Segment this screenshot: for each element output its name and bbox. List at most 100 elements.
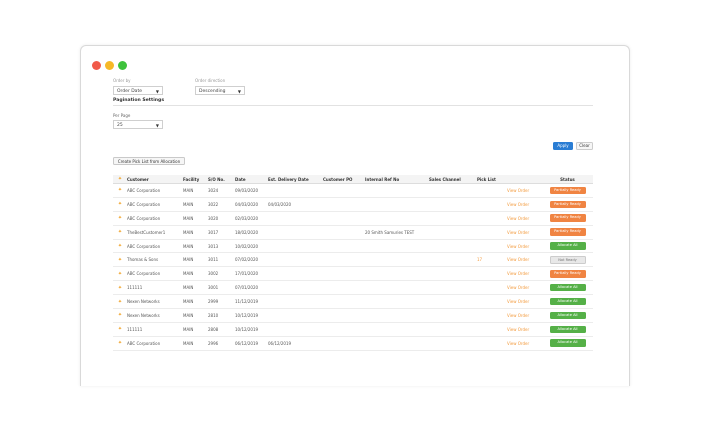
column-header-internal-ref[interactable]: Internal Ref No — [365, 175, 429, 184]
column-header-pick-list[interactable]: Pick List — [477, 175, 507, 184]
table-row[interactable]: ✦ Nexen Networks MAIN 2810 10/12/2019 View Or… — [113, 308, 593, 323]
cell-status: Partially Ready — [542, 211, 593, 226]
cell-customer: ABC Corporation — [127, 197, 183, 212]
cell-status: Not Ready — [542, 252, 593, 268]
order-direction-label: Order direction — [195, 78, 226, 83]
status-button[interactable]: Partially Ready — [549, 214, 586, 222]
column-header-sales-channel[interactable]: Sales Channel — [429, 175, 477, 184]
status-button[interactable]: Not Ready — [549, 256, 586, 264]
expand-star-icon[interactable]: ✦ — [113, 294, 127, 310]
cell-date: 18/02/2020 — [235, 225, 268, 240]
table-row[interactable]: ✦ 111111 MAIN 2808 10/12/2019 View Order Alloc… — [113, 322, 593, 337]
view-order-link[interactable]: View Order — [507, 211, 542, 226]
view-order-link[interactable]: View Order — [507, 225, 542, 240]
table-row[interactable]: ✦ ABC Corporation MAIN 3022 04/03/2020 04/03/… — [113, 197, 593, 212]
close-window-icon[interactable] — [92, 61, 101, 70]
view-order-link[interactable]: View Order — [507, 266, 542, 282]
table-row[interactable]: ✦ ABC Corporation MAIN 2996 06/12/2019 06/12/… — [113, 336, 593, 351]
cell-customer-po — [323, 252, 365, 268]
cell-so-no: 3013 — [208, 239, 235, 254]
clear-button[interactable]: Clear — [576, 142, 593, 150]
expand-star-icon[interactable]: ✦ — [113, 211, 127, 226]
expand-star-icon[interactable]: ✦ — [113, 183, 127, 198]
cell-pick-list[interactable] — [477, 197, 507, 212]
status-button[interactable]: Allocate All — [549, 283, 586, 292]
cell-customer-po — [323, 183, 365, 198]
cell-so-no: 2996 — [208, 336, 235, 351]
cell-pick-list[interactable] — [477, 280, 507, 296]
expand-star-icon[interactable]: ✦ — [113, 280, 127, 296]
view-order-link[interactable]: View Order — [507, 308, 542, 323]
column-header-customer-po[interactable]: Customer PO — [323, 175, 365, 184]
cell-pick-list[interactable] — [477, 225, 507, 240]
cell-pick-list[interactable] — [477, 322, 507, 337]
view-order-link[interactable]: View Order — [507, 336, 542, 351]
cell-est-delivery — [268, 225, 323, 240]
cell-pick-list[interactable] — [477, 183, 507, 198]
view-order-link[interactable]: View Order — [507, 239, 542, 254]
cell-pick-list[interactable] — [477, 294, 507, 310]
status-button[interactable]: Allocate All — [549, 297, 586, 306]
maximize-window-icon[interactable] — [118, 61, 127, 70]
view-order-link[interactable]: View Order — [507, 183, 542, 198]
table-row[interactable]: ✦ ABC Corporation MAIN 3024 09/03/2020 View O… — [113, 183, 593, 198]
cell-facility: MAIN — [183, 308, 208, 323]
expand-star-icon[interactable]: ✦ — [113, 336, 127, 351]
cell-pick-list[interactable] — [477, 336, 507, 351]
cell-internal-ref — [365, 322, 429, 337]
cell-status: Allocate All — [542, 336, 593, 351]
column-header-date[interactable]: Date — [235, 175, 268, 184]
cell-sales-channel — [429, 308, 477, 323]
cell-pick-list[interactable] — [477, 239, 507, 254]
view-order-link[interactable]: View Order — [507, 280, 542, 296]
table-row[interactable]: ✦ 111111 MAIN 3001 07/01/2020 View Order Alloc… — [113, 280, 593, 296]
cell-pick-list[interactable] — [477, 211, 507, 226]
expand-star-icon[interactable]: ✦ — [113, 322, 127, 337]
column-header-customer[interactable]: Customer — [127, 175, 183, 184]
status-button[interactable]: Allocate All — [549, 339, 586, 347]
expand-star-icon[interactable]: ✦ — [113, 197, 127, 212]
order-by-select[interactable]: Order Date ▼ — [113, 86, 163, 95]
expand-star-icon[interactable]: ✦ — [113, 225, 127, 240]
table-row[interactable]: ✦ ABC Corporation MAIN 3020 02/03/2020 View O… — [113, 211, 593, 226]
expand-star-icon[interactable]: ✦ — [113, 252, 127, 268]
cell-pick-list[interactable] — [477, 266, 507, 282]
apply-button[interactable]: Apply — [553, 142, 573, 150]
table-row[interactable]: ✦ ABC Corporation MAIN 3013 10/02/2020 View O… — [113, 239, 593, 254]
status-button[interactable]: Partially Ready — [549, 200, 586, 209]
column-header-so-no[interactable]: S/O No. — [208, 175, 235, 184]
view-order-link[interactable]: View Order — [507, 197, 542, 212]
status-button[interactable]: Allocate All — [549, 325, 586, 334]
cell-facility: MAIN — [183, 294, 208, 310]
table-row[interactable]: ✦ TheBestCustomer1 MAIN 3017 18/02/2020 20 Sm… — [113, 225, 593, 240]
expand-star-icon[interactable]: ✦ — [113, 239, 127, 254]
cell-customer: ABC Corporation — [127, 211, 183, 226]
minimize-window-icon[interactable] — [105, 61, 114, 70]
status-button[interactable]: Allocate All — [549, 311, 586, 320]
view-order-link[interactable]: View Order — [507, 252, 542, 268]
view-order-link[interactable]: View Order — [507, 294, 542, 310]
status-button[interactable]: Partially Ready — [549, 186, 586, 195]
cell-pick-list[interactable]: 17 — [477, 252, 507, 268]
expand-star-icon[interactable]: ✦ — [113, 266, 127, 282]
cell-pick-list[interactable] — [477, 308, 507, 323]
status-button[interactable]: Allocate All — [549, 242, 586, 250]
expand-star-icon[interactable]: ✦ — [113, 308, 127, 323]
cell-facility: MAIN — [183, 336, 208, 351]
cell-so-no: 3020 — [208, 211, 235, 226]
create-pick-list-button[interactable]: Create Pick List from Allocation — [113, 157, 185, 165]
cell-sales-channel — [429, 239, 477, 254]
status-button[interactable]: Partially Ready — [549, 270, 586, 278]
column-header-est-delivery[interactable]: Est. Delivery Date — [268, 175, 323, 184]
table-row[interactable]: ✦ Nexen Networks MAIN 2999 11/12/2019 View Or… — [113, 294, 593, 310]
per-page-select[interactable]: 25 ▼ — [113, 120, 163, 129]
column-header-facility[interactable]: Facility — [183, 175, 208, 184]
status-button[interactable]: Partially Ready — [549, 228, 586, 236]
order-direction-select[interactable]: Descending ▼ — [195, 86, 245, 95]
table-row[interactable]: ✦ Thomas & Sons MAIN 3011 07/02/2020 17 View O… — [113, 252, 593, 268]
table-row[interactable]: ✦ ABC Corporation MAIN 3002 17/01/2020 View O… — [113, 266, 593, 282]
view-order-link[interactable]: View Order — [507, 322, 542, 337]
cell-facility: MAIN — [183, 225, 208, 240]
column-header-status[interactable]: Status — [542, 175, 593, 184]
